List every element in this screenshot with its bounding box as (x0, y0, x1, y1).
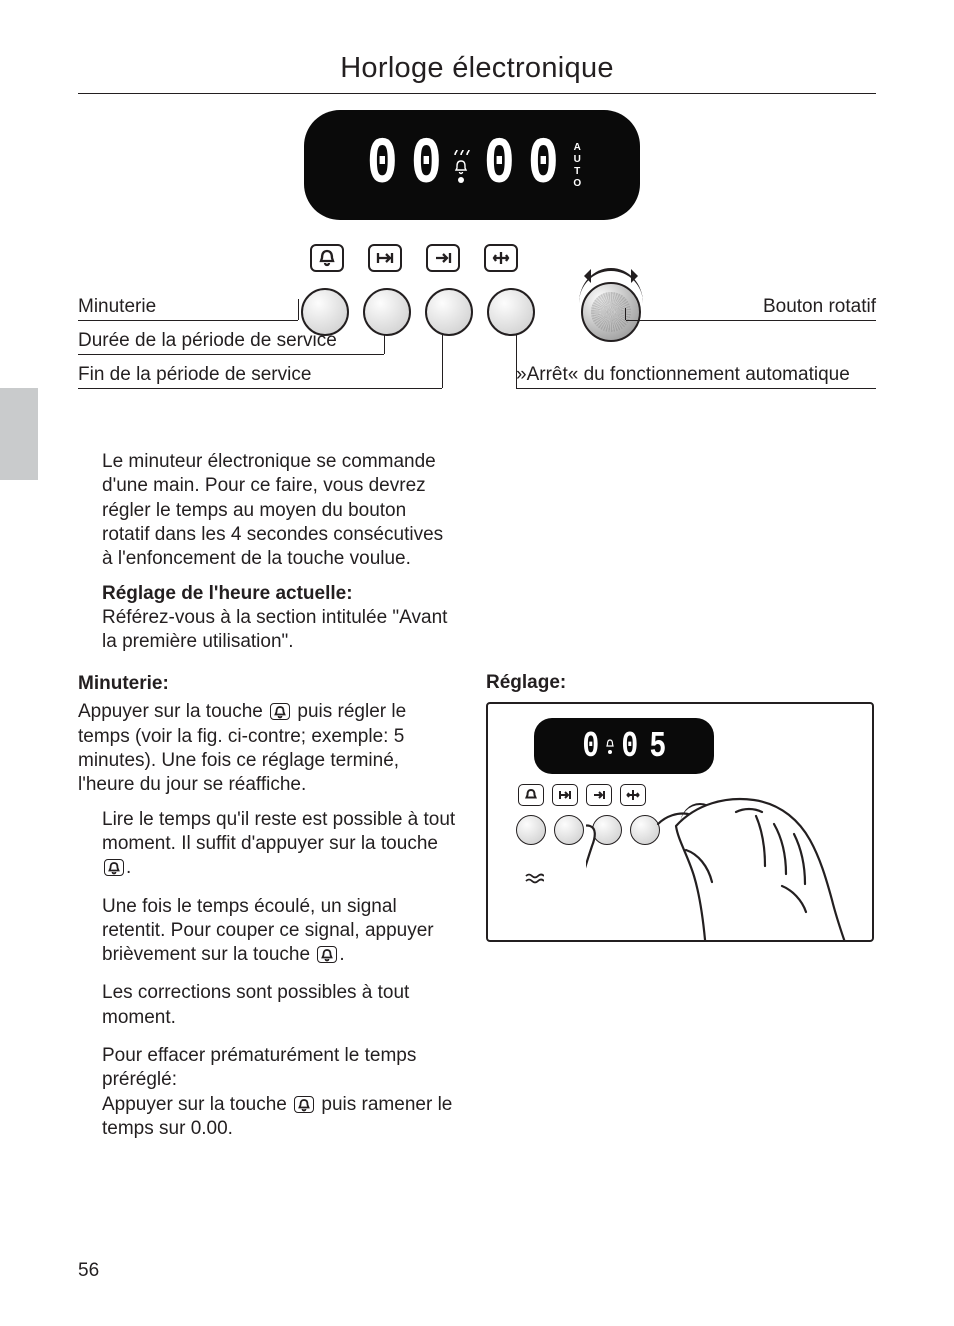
end-icon (426, 244, 460, 272)
duration-icon (368, 244, 402, 272)
end-button[interactable] (425, 288, 473, 336)
bell-icon (270, 703, 290, 720)
label-duree: Durée de la période de service (78, 330, 337, 352)
list-item: Les corrections sont possibles à tout mo… (102, 981, 456, 1030)
heat-icon (452, 147, 470, 157)
bell-icon (453, 159, 469, 175)
stop-icon (484, 244, 518, 272)
duration-button[interactable] (363, 288, 411, 336)
bell-icon (294, 1096, 314, 1113)
icon-row (310, 244, 518, 272)
minuterie-heading: Minuterie: (78, 672, 456, 696)
minuterie-intro: Appuyer sur la touche puis régler le tem… (78, 700, 456, 797)
reglage-heading: Réglage: (486, 672, 874, 694)
list-item: Lire le temps qu'il reste est possible à… (102, 808, 456, 881)
bell-icon (104, 859, 124, 876)
intro-text: Le minuteur électronique se commande d'u… (102, 450, 452, 655)
right-column: Réglage: 0 0 5 (486, 672, 874, 942)
rotary-knob[interactable] (581, 282, 641, 342)
reglage-figure: 0 0 5 (486, 702, 874, 942)
side-tab (0, 388, 38, 480)
digit-4: 0 (528, 132, 556, 198)
page-number: 56 (78, 1260, 99, 1282)
label-rotatif: Bouton rotatif (763, 296, 876, 318)
digit-1: 0 (367, 132, 395, 198)
list-item: Pour effacer prématurément le temps prér… (102, 1044, 456, 1141)
bell-icon (317, 946, 337, 963)
list-item: Une fois le temps écoulé, un signal rete… (102, 895, 456, 968)
stop-button[interactable] (487, 288, 535, 336)
wave-icon (524, 872, 544, 886)
auto-label: A U T O (573, 142, 581, 189)
page-title: Horloge électronique (78, 52, 876, 85)
digit-3: 0 (484, 132, 512, 198)
timer-button[interactable] (301, 288, 349, 336)
clock-diagram: 0 0 0 0 A U T O (78, 98, 876, 418)
lcd-display: 0 0 0 0 A U T O (304, 110, 640, 220)
button-row (301, 282, 641, 342)
label-minuterie: Minuterie (78, 296, 156, 318)
label-fin: Fin de la période de service (78, 364, 311, 386)
hand-illustration (586, 766, 874, 942)
left-column: Minuterie: Appuyer sur la touche puis ré… (78, 672, 456, 1155)
center-symbols (452, 147, 470, 183)
digit-2: 0 (410, 132, 438, 198)
title-rule (78, 93, 876, 94)
bell-button-icon (310, 244, 344, 272)
label-arret: »Arrêt« du fonctionnement automatique (516, 364, 850, 386)
